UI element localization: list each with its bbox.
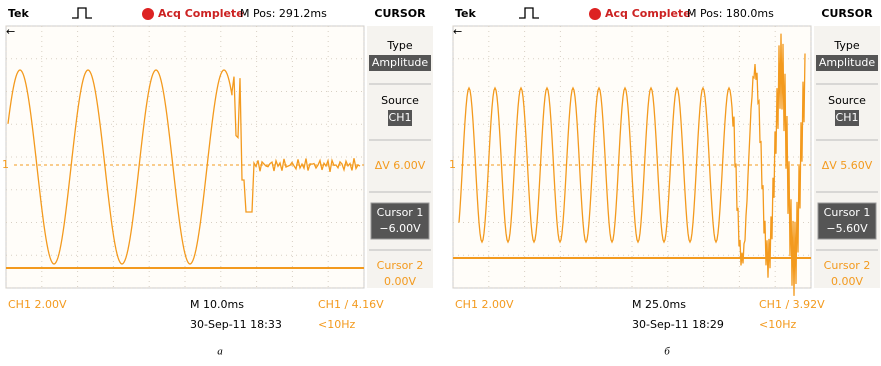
channel-scale: CH1 2.00V — [455, 298, 514, 311]
status-dot — [589, 8, 601, 20]
timebase: M 10.0ms — [190, 298, 244, 311]
menu-value: 0.00V — [384, 275, 416, 288]
menu-value: Amplitude — [372, 56, 429, 69]
figure: 1←TekAcq CompleteM Pos: 291.2msCURSORTyp… — [0, 0, 881, 366]
status: Acq Complete — [158, 7, 244, 20]
menu-label: Source — [381, 94, 419, 107]
channel-marker: 1 — [449, 158, 456, 171]
trigger-icon — [519, 8, 539, 18]
frequency: <10Hz — [759, 318, 796, 331]
menu-value: Cursor 1 — [824, 206, 871, 219]
position: M Pos: 291.2ms — [240, 7, 327, 20]
menu-value: −6.00V — [379, 222, 421, 235]
menu-label: Cursor 2 — [377, 259, 424, 272]
menu-title: CURSOR — [821, 7, 873, 20]
status-dot — [142, 8, 154, 20]
menu-label: Type — [833, 39, 859, 52]
status: Acq Complete — [605, 7, 691, 20]
trigger-level: CH1 ∕ 4.16V — [318, 298, 384, 311]
menu-value: Cursor 1 — [377, 206, 424, 219]
channel-scale: CH1 2.00V — [8, 298, 67, 311]
arrow: ← — [453, 25, 462, 38]
brand: Tek — [8, 7, 30, 20]
caption: б — [664, 346, 670, 358]
timestamp: 30-Sep-11 18:33 — [190, 318, 282, 331]
frequency: <10Hz — [318, 318, 355, 331]
menu-value: CH1 — [836, 111, 859, 124]
channel-marker: 1 — [2, 158, 9, 171]
delta: ΔV 5.60V — [822, 159, 873, 172]
menu-title: CURSOR — [374, 7, 426, 20]
position: M Pos: 180.0ms — [687, 7, 774, 20]
caption: а — [217, 346, 223, 358]
menu-value: −5.60V — [826, 222, 868, 235]
menu-value: 0.00V — [831, 275, 863, 288]
trigger-icon — [72, 8, 92, 18]
menu-label: Type — [386, 39, 412, 52]
menu-label: Cursor 2 — [824, 259, 871, 272]
menu-label: Source — [828, 94, 866, 107]
timebase: M 25.0ms — [632, 298, 686, 311]
timestamp: 30-Sep-11 18:29 — [632, 318, 724, 331]
arrow: ← — [6, 25, 15, 38]
menu-value: CH1 — [389, 111, 412, 124]
brand: Tek — [455, 7, 477, 20]
delta: ΔV 6.00V — [375, 159, 426, 172]
menu-value: Amplitude — [819, 56, 876, 69]
trigger-level: CH1 ∕ 3.92V — [759, 298, 825, 311]
